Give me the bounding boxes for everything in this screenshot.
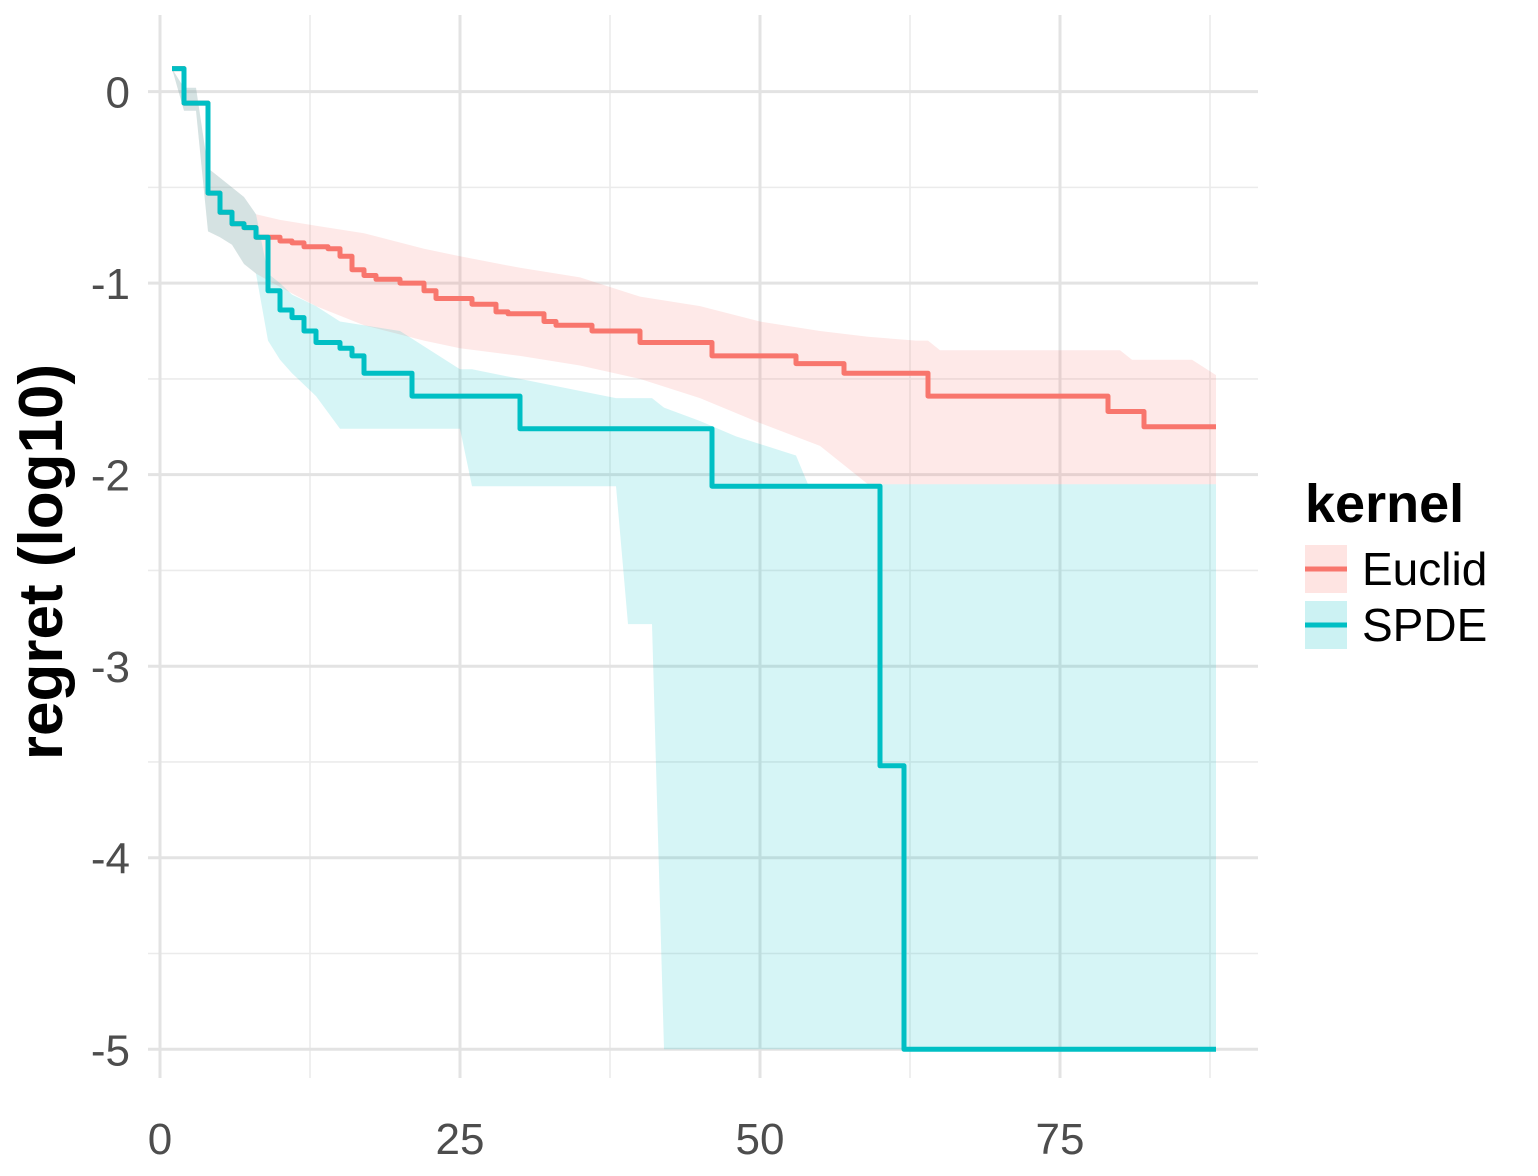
x-tick-label: 75 [1036, 1115, 1085, 1164]
y-axis-title: regret (log10) [7, 364, 76, 760]
y-tick-label: -1 [91, 260, 130, 309]
y-tick-label: -2 [91, 452, 130, 501]
major-gridlines [148, 15, 1258, 1078]
y-tick-label: -3 [91, 643, 130, 692]
x-axis-tick-labels: 0 25 50 75 [148, 1115, 1085, 1164]
x-tick-label: 25 [436, 1115, 485, 1164]
y-axis-tick-labels: 0 -1 -2 -3 -4 -5 [91, 69, 130, 1076]
legend-title: kernel [1305, 474, 1464, 534]
y-tick-label: -4 [91, 835, 130, 884]
legend-label-euclid: Euclid [1362, 543, 1487, 595]
legend-key-spde: SPDE [1305, 599, 1487, 651]
confidence-bands [172, 68, 1216, 1050]
y-tick-label: 0 [106, 69, 130, 118]
euclid-confidence-band [172, 68, 1216, 485]
spde-confidence-band [172, 68, 1216, 1050]
y-tick-label: -5 [91, 1026, 130, 1075]
x-tick-label: 0 [148, 1115, 172, 1164]
minor-gridlines [148, 15, 1258, 1078]
spde-series-line [172, 66, 1216, 1052]
series-lines [172, 66, 1216, 1052]
x-tick-label: 50 [736, 1115, 785, 1164]
legend-key-euclid: Euclid [1305, 543, 1487, 595]
legend-label-spde: SPDE [1362, 599, 1487, 651]
